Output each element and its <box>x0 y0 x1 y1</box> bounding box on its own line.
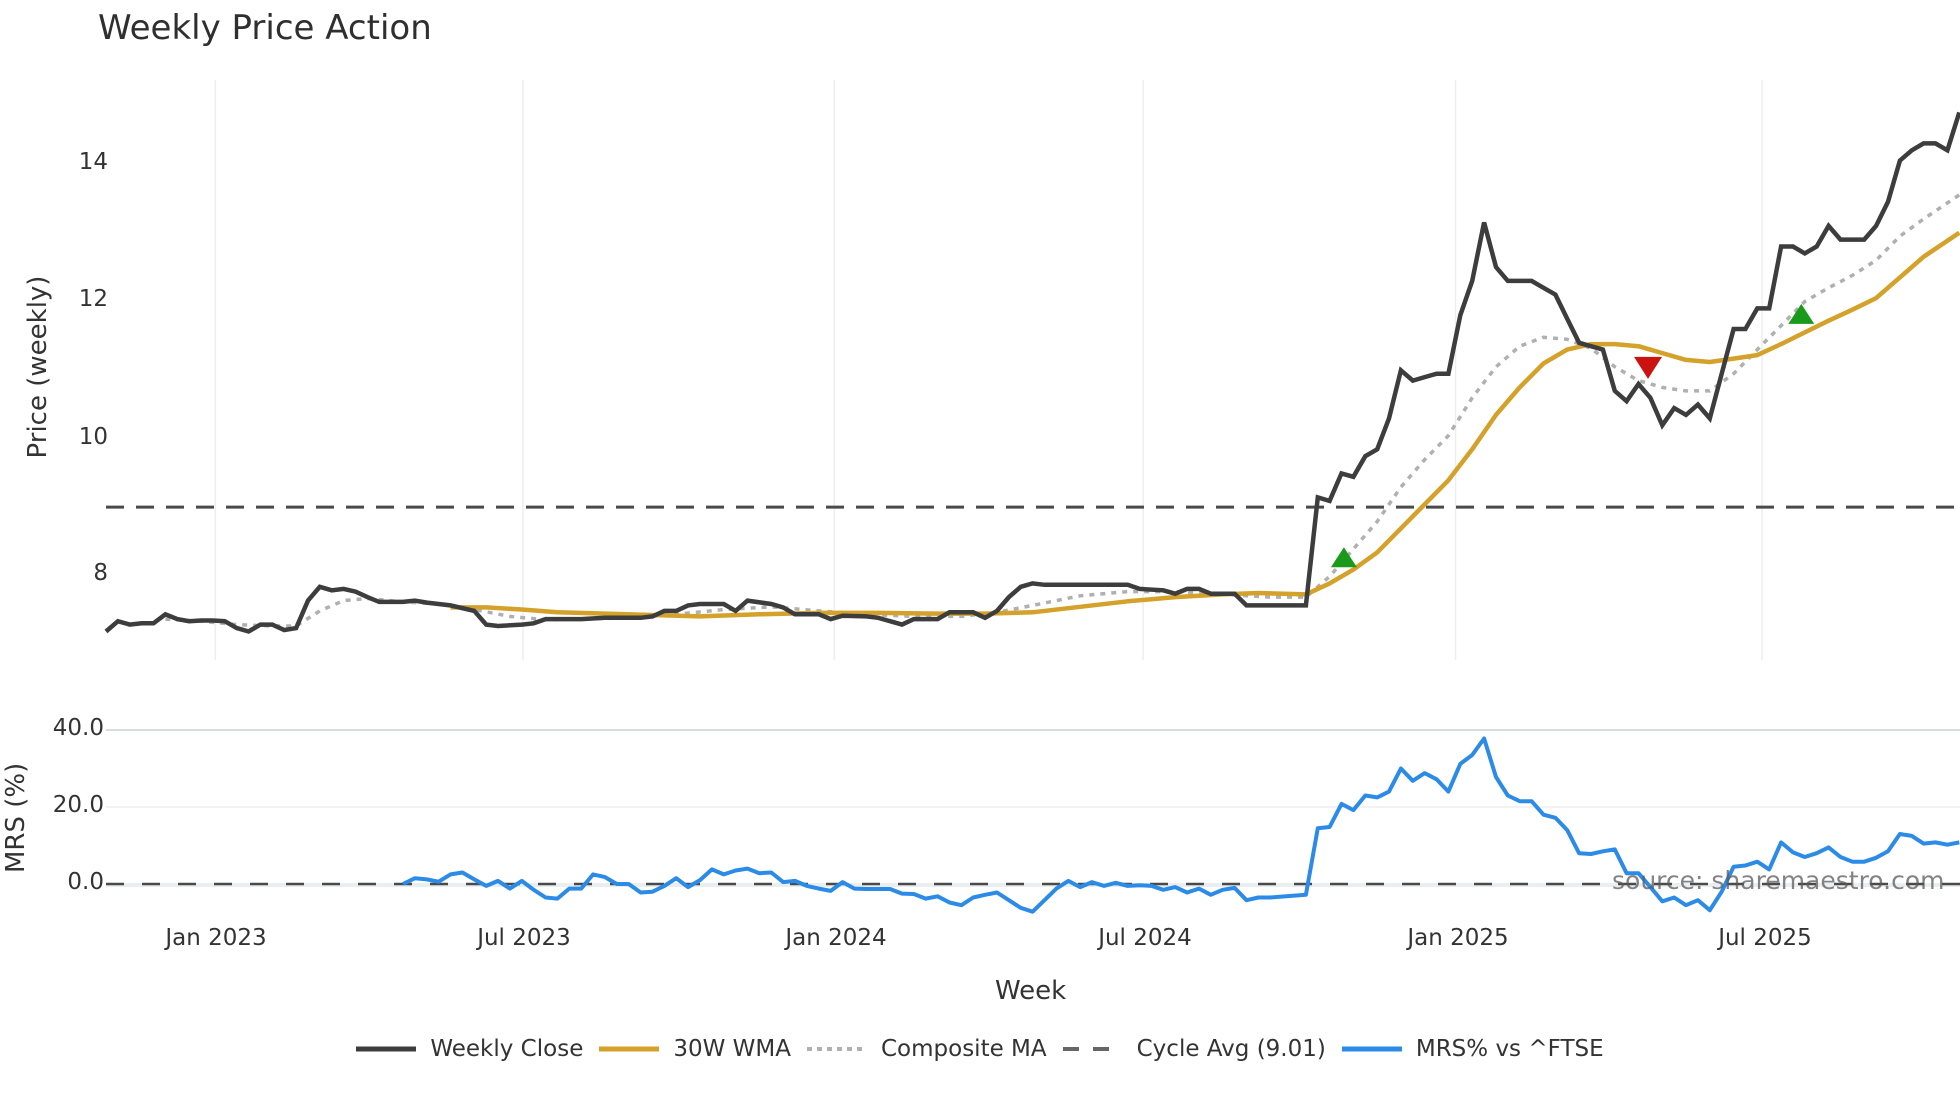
mrs-swatch-icon <box>1341 1043 1402 1055</box>
signal-markers <box>1330 303 1815 568</box>
legend-label: Cycle Avg (9.01) <box>1136 1036 1326 1062</box>
legend-item-composite-ma[interactable]: Composite MA <box>806 1036 1047 1062</box>
mrs-tick-40: 40.0 <box>52 715 104 741</box>
price-tick-10: 10 <box>78 424 108 450</box>
chart-title: Weekly Price Action <box>98 8 432 48</box>
x-axis-title: Week <box>995 976 1067 1006</box>
legend-item-cycle-avg[interactable]: Cycle Avg (9.01) <box>1062 1036 1326 1062</box>
x-tick-jan-2025: Jan 2025 <box>1407 925 1509 951</box>
mrs-tick-20: 20.0 <box>52 792 104 818</box>
composite-ma-swatch-icon <box>806 1043 867 1055</box>
weekly-close-swatch-icon <box>356 1043 417 1055</box>
price-tick-8: 8 <box>93 560 108 586</box>
price-tick-14: 14 <box>78 149 108 175</box>
cycle-avg-line <box>106 505 1960 886</box>
legend-label: Composite MA <box>880 1036 1047 1062</box>
mrs-series <box>402 736 1960 914</box>
legend-label: Weekly Close <box>430 1036 584 1062</box>
mrs-axis-title: MRS (%) <box>1 762 31 873</box>
legend-label: MRS% vs ^FTSE <box>1415 1036 1604 1062</box>
legend-item-mrs[interactable]: MRS% vs ^FTSE <box>1341 1036 1604 1062</box>
source-watermark: source: sharemaestro.com <box>1612 866 1945 895</box>
x-tick-jan-2024: Jan 2024 <box>785 925 887 951</box>
x-tick-jan-2023: Jan 2023 <box>165 925 267 951</box>
price-tick-12: 12 <box>78 286 108 312</box>
legend-label: 30W WMA <box>673 1036 791 1062</box>
legend: Weekly Close 30W WMA Composite MA Cycle … <box>0 1036 1960 1062</box>
mrs-tick-0: 0.0 <box>67 869 104 895</box>
cycle-avg-swatch-icon <box>1062 1043 1123 1055</box>
legend-item-weekly-close[interactable]: Weekly Close <box>356 1036 583 1062</box>
x-tick-jul-2025: Jul 2025 <box>1718 925 1812 951</box>
price-axis-title: Price (weekly) <box>23 275 53 459</box>
x-tick-jul-2024: Jul 2024 <box>1098 925 1192 951</box>
x-tick-jul-2023: Jul 2023 <box>477 925 571 951</box>
wma-swatch-icon <box>599 1043 660 1055</box>
grid-lines <box>106 80 1960 887</box>
legend-item-30w-wma[interactable]: 30W WMA <box>599 1036 791 1062</box>
price-series <box>104 111 1960 634</box>
